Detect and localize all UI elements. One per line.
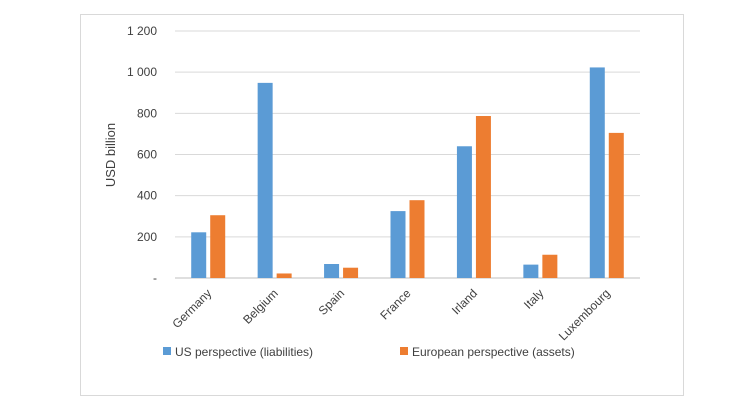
bar-us-luxembourg [589,67,605,279]
legend-label: European perspective (assets) [412,345,575,359]
x-axis-ticks: Germany Belgium Spain France Irland Italy Luxe… [170,286,613,343]
chart-frame [80,14,684,396]
bar-us-france [390,211,406,278]
bar-eu-italy [542,254,558,278]
bar-eu-france [409,200,425,278]
bar-us-italy [523,264,539,278]
y-tick-label: 800 [137,106,157,120]
bar-eu-germany [210,215,226,278]
x-tick-label: Irland [449,286,480,317]
bar-us-irland [456,146,472,278]
gridlines [175,30,640,279]
y-tick-label: 400 [137,189,157,203]
bars [191,67,624,279]
y-tick-label: 1 000 [127,65,157,79]
y-axis-ticks: - 200 400 600 800 1 000 1 200 [127,24,157,285]
bar-eu-belgium [276,273,292,278]
y-tick-label: - [153,271,157,285]
y-tick-label: 1 200 [127,24,157,38]
bar-us-spain [324,264,340,278]
x-tick-label: Spain [316,286,348,318]
legend-swatch [163,347,171,355]
legend-label: US perspective (liabilities) [175,345,313,359]
bar-eu-luxembourg [608,132,624,278]
x-tick-label: Luxembourg [556,286,613,343]
y-tick-label: 600 [137,148,157,162]
bar-us-germany [191,232,207,278]
legend-swatch [400,347,408,355]
bar-eu-spain [343,267,359,278]
x-tick-label: Italy [521,286,546,311]
x-tick-label: Belgium [240,286,281,327]
y-axis-title: USD billion [103,123,118,187]
legend: US perspective (liabilities) European per… [163,345,575,359]
bar-us-belgium [257,82,273,279]
x-tick-label: France [377,286,414,323]
y-tick-label: 200 [137,230,157,244]
bar-eu-irland [475,116,491,279]
x-tick-label: Germany [170,286,215,331]
